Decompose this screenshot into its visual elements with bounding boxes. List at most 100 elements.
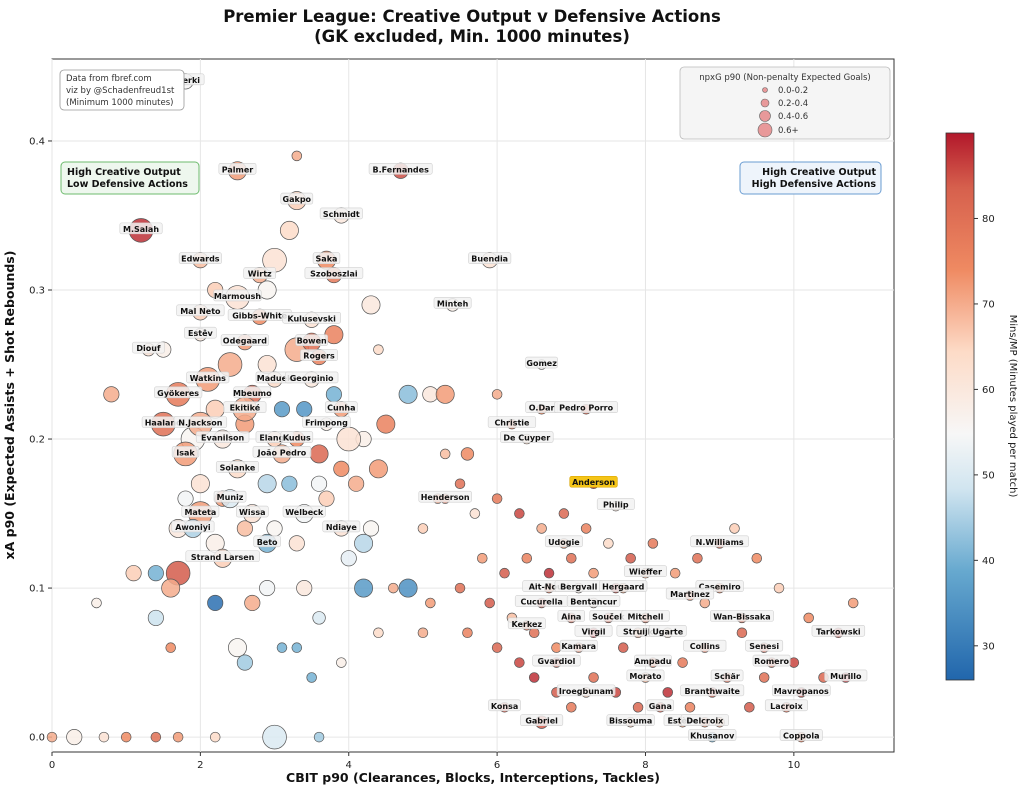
- player-point: [677, 657, 688, 668]
- player-point: [662, 687, 673, 698]
- size-legend-title: npxG p90 (Non-penalty Expected Goals): [699, 73, 870, 83]
- point-label-background: [173, 416, 228, 428]
- player-point: [306, 672, 317, 683]
- colorbar-tick-label: 80: [982, 214, 995, 225]
- player-label: Aina: [561, 612, 581, 621]
- player-point: [491, 493, 503, 504]
- point-label-background: [811, 624, 866, 637]
- player-point: [603, 538, 614, 549]
- player-label: Beto: [257, 538, 278, 547]
- player-label: Ait-Nouri: [529, 583, 570, 592]
- player-label: Senesi: [749, 642, 779, 651]
- size-legend-entry-3: 0.4-0.6: [778, 112, 808, 122]
- player-point: [684, 702, 696, 713]
- player-point: [276, 642, 288, 653]
- point-label-background: [557, 610, 585, 622]
- player-point: [647, 538, 659, 549]
- player-label: Ugarte: [652, 627, 683, 636]
- player-label: Awoniyi: [175, 523, 211, 532]
- player-point: [588, 672, 599, 683]
- point-label-background: [282, 312, 341, 324]
- player-label: Gyökeres: [157, 389, 199, 398]
- point-label-background: [235, 505, 269, 518]
- point-label-background: [566, 595, 621, 607]
- source-note: Data from fbref.com viz by @Schadenfreud…: [59, 69, 185, 111]
- point-label-background: [322, 520, 361, 533]
- player-point: [257, 474, 277, 494]
- point-label-background: [487, 416, 537, 428]
- player-point: [340, 550, 357, 567]
- player-point: [417, 627, 429, 639]
- player-point: [373, 344, 384, 355]
- colorbar: [945, 132, 975, 681]
- player-label: Romero: [754, 657, 789, 666]
- player-label: Ekitiké: [230, 403, 261, 413]
- point-label-background: [304, 267, 364, 279]
- player-label: Philip: [603, 501, 629, 510]
- quadrant-top-left-line-2: Low Defensive Actions: [67, 179, 188, 190]
- point-label-background: [418, 490, 472, 503]
- player-point: [161, 578, 181, 598]
- player-label: Cherki: [171, 76, 200, 85]
- player-label: Collins: [690, 642, 720, 651]
- player-point: [847, 597, 859, 609]
- player-label: Schmidt: [323, 210, 360, 219]
- point-label-background: [195, 431, 250, 443]
- player-point: [536, 523, 547, 534]
- player-label: Konsa: [491, 702, 518, 711]
- point-label-background: [779, 729, 823, 741]
- point-label-background: [507, 617, 546, 630]
- player-label: Gomez: [526, 359, 557, 368]
- point-label-background: [302, 416, 351, 428]
- player-label: Estêv: [188, 328, 213, 338]
- y-tick-label: 0.1: [29, 584, 45, 595]
- quadrant-top-right-line-1: High Creative Output: [762, 167, 876, 178]
- player-point: [150, 731, 162, 743]
- player-label: Wissa: [239, 508, 266, 517]
- player-point: [362, 520, 380, 537]
- player-point: [325, 386, 342, 403]
- player-point: [312, 611, 326, 625]
- player-label: Odegaard: [223, 337, 267, 346]
- source-line-2: viz by @Schadenfreud1st: [66, 86, 175, 96]
- player-label: Mbeumo: [233, 389, 272, 398]
- player-point: [454, 582, 466, 594]
- point-label-background: [556, 684, 616, 697]
- point-label-background: [745, 639, 784, 652]
- player-label: Elanga: [259, 434, 289, 443]
- player-label: Pedro Porro: [559, 404, 613, 413]
- point-label-background: [752, 654, 791, 667]
- player-point: [125, 565, 142, 582]
- point-label-background: [646, 699, 675, 712]
- point-label-background: [532, 654, 581, 667]
- colorbar-tick-label: 40: [982, 556, 995, 567]
- player-point: [266, 520, 283, 537]
- player-label: Wieffer: [629, 568, 662, 577]
- point-label-background: [688, 729, 737, 741]
- point-label-background: [233, 386, 272, 399]
- player-point: [514, 508, 525, 519]
- point-label-background: [284, 371, 339, 384]
- point-label-background: [178, 252, 222, 264]
- player-point: [669, 567, 681, 579]
- player-point: [499, 567, 510, 579]
- player-label: Martinez: [670, 590, 710, 599]
- player-point: [566, 553, 577, 564]
- point-label-background: [220, 334, 269, 346]
- player-point: [528, 672, 540, 683]
- player-point: [417, 523, 429, 534]
- size-legend: npxG p90 (Non-penalty Expected Goals) 0.…: [679, 66, 891, 140]
- point-label-background: [215, 461, 259, 473]
- player-point: [190, 474, 210, 494]
- player-label: Henderson: [421, 493, 470, 502]
- player-point: [729, 523, 740, 534]
- chart-subtitle: (GK excluded, Min. 1000 minutes): [314, 27, 630, 46]
- player-label: N.Williams: [696, 538, 744, 547]
- player-point: [361, 295, 381, 315]
- player-point: [580, 523, 592, 534]
- player-label: O.Dar: [529, 404, 555, 413]
- player-point: [288, 535, 305, 552]
- player-label: Khusanov: [690, 732, 735, 741]
- player-label: Diouf: [136, 344, 161, 353]
- player-point: [291, 150, 303, 162]
